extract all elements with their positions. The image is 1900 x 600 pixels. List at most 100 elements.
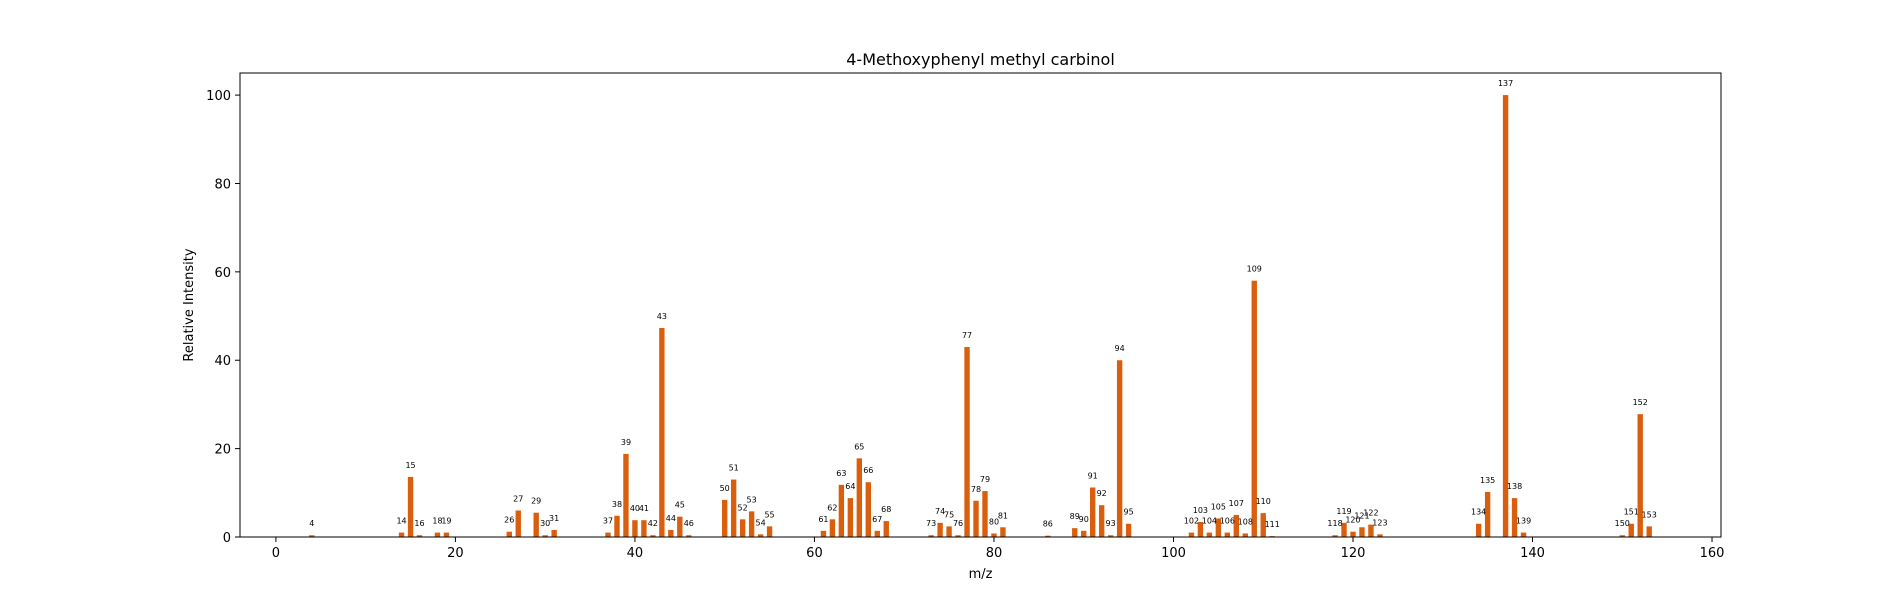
bar-mz-38 bbox=[614, 515, 620, 537]
bar-label-mz-54: 54 bbox=[756, 518, 766, 527]
bar-mz-135 bbox=[1484, 491, 1491, 537]
bar-label-mz-63: 63 bbox=[836, 469, 846, 478]
bar-label-mz-76: 76 bbox=[953, 519, 963, 528]
bar-mz-53 bbox=[748, 511, 755, 537]
bar-label-mz-134: 134 bbox=[1471, 508, 1486, 517]
bar-mz-46 bbox=[686, 535, 692, 537]
x-axis-label: m/z bbox=[969, 567, 993, 582]
bar-label-mz-108: 108 bbox=[1238, 517, 1253, 526]
bar-label-mz-64: 64 bbox=[845, 482, 855, 491]
bar-label-mz-135: 135 bbox=[1480, 476, 1495, 485]
bar-mz-134 bbox=[1475, 523, 1482, 537]
bar-label-mz-152: 152 bbox=[1633, 398, 1648, 407]
bar-label-mz-44: 44 bbox=[666, 514, 676, 523]
bar-label-mz-15: 15 bbox=[405, 461, 415, 470]
bar-mz-74 bbox=[937, 522, 943, 537]
bar-label-mz-139: 139 bbox=[1516, 517, 1531, 526]
bar-mz-73 bbox=[928, 535, 934, 537]
bar-label-mz-106: 106 bbox=[1220, 517, 1235, 526]
bar-mz-51 bbox=[730, 479, 737, 537]
bar-mz-106 bbox=[1224, 532, 1231, 537]
bar-mz-65 bbox=[856, 458, 863, 537]
bar-label-mz-65: 65 bbox=[854, 442, 864, 451]
x-tick-label: 160 bbox=[1700, 546, 1725, 561]
bar-label-mz-86: 86 bbox=[1043, 520, 1053, 529]
bar-label-mz-4: 4 bbox=[309, 519, 314, 528]
bar-label-mz-150: 150 bbox=[1615, 519, 1630, 528]
bar-label-mz-19: 19 bbox=[441, 517, 451, 526]
bar-label-mz-151: 151 bbox=[1624, 508, 1639, 517]
bar-label-mz-14: 14 bbox=[396, 517, 406, 526]
bar-label-mz-105: 105 bbox=[1211, 502, 1226, 511]
bar-label-mz-75: 75 bbox=[944, 510, 954, 519]
bar-mz-151 bbox=[1628, 523, 1634, 537]
bar-mz-86 bbox=[1045, 535, 1051, 537]
bar-label-mz-123: 123 bbox=[1372, 518, 1387, 527]
bar-mz-123 bbox=[1377, 534, 1383, 537]
x-tick-label: 140 bbox=[1520, 546, 1545, 561]
bar-mz-90 bbox=[1081, 530, 1087, 537]
bar-mz-52 bbox=[739, 519, 746, 537]
bar-mz-64 bbox=[847, 498, 854, 537]
bar-label-mz-78: 78 bbox=[971, 485, 981, 494]
bar-mz-138 bbox=[1511, 498, 1518, 537]
bar-label-mz-26: 26 bbox=[504, 516, 514, 525]
bar-mz-62 bbox=[829, 519, 836, 537]
bar-label-mz-77: 77 bbox=[962, 331, 972, 340]
bar-label-mz-107: 107 bbox=[1229, 499, 1244, 508]
bar-mz-109 bbox=[1251, 280, 1257, 537]
plot-frame bbox=[239, 72, 1722, 538]
bar-mz-44 bbox=[668, 529, 674, 537]
x-tick-label: 0 bbox=[272, 546, 280, 561]
bar-mz-37 bbox=[605, 532, 611, 537]
bar-label-mz-74: 74 bbox=[935, 507, 945, 516]
bar-mz-150 bbox=[1619, 535, 1625, 537]
bar-mz-139 bbox=[1520, 532, 1527, 537]
bar-label-mz-42: 42 bbox=[648, 519, 658, 528]
bar-mz-137 bbox=[1502, 95, 1509, 537]
bar-mz-110 bbox=[1260, 513, 1266, 537]
bar-label-mz-73: 73 bbox=[926, 519, 936, 528]
bar-label-mz-93: 93 bbox=[1106, 519, 1116, 528]
bar-mz-103 bbox=[1197, 521, 1204, 537]
bar-mz-91 bbox=[1090, 487, 1096, 537]
bar-mz-108 bbox=[1242, 533, 1248, 537]
y-tick-label: 80 bbox=[214, 177, 231, 192]
bar-mz-43 bbox=[659, 327, 665, 537]
bar-mz-54 bbox=[757, 534, 764, 537]
bar-label-mz-61: 61 bbox=[818, 515, 828, 524]
y-tick-label: 0 bbox=[223, 531, 231, 546]
bar-label-mz-31: 31 bbox=[549, 514, 559, 523]
bar-label-mz-138: 138 bbox=[1507, 482, 1522, 491]
bar-label-mz-121: 121 bbox=[1354, 511, 1369, 520]
x-tick-label: 120 bbox=[1341, 546, 1366, 561]
bar-label-mz-18: 18 bbox=[432, 517, 442, 526]
bar-label-mz-90: 90 bbox=[1079, 515, 1089, 524]
bar-label-mz-80: 80 bbox=[989, 517, 999, 526]
bar-label-mz-89: 89 bbox=[1070, 512, 1080, 521]
bar-mz-93 bbox=[1107, 535, 1114, 537]
bar-mz-120 bbox=[1350, 531, 1356, 537]
bar-label-mz-38: 38 bbox=[612, 500, 622, 509]
y-tick-label: 20 bbox=[214, 443, 231, 458]
bar-mz-89 bbox=[1072, 528, 1078, 537]
bar-mz-118 bbox=[1332, 535, 1338, 537]
bar-mz-45 bbox=[677, 516, 683, 537]
bar-label-mz-137: 137 bbox=[1498, 79, 1513, 88]
bar-label-mz-30: 30 bbox=[540, 519, 550, 528]
bar-label-mz-95: 95 bbox=[1124, 508, 1134, 517]
bar-label-mz-122: 122 bbox=[1363, 509, 1378, 518]
bar-mz-78 bbox=[973, 500, 979, 537]
bar-label-mz-103: 103 bbox=[1193, 506, 1208, 515]
bar-mz-153 bbox=[1646, 526, 1652, 537]
bars-group bbox=[309, 95, 1652, 537]
bar-label-mz-51: 51 bbox=[729, 464, 739, 473]
bar-label-mz-68: 68 bbox=[881, 505, 891, 514]
bar-mz-119 bbox=[1341, 522, 1347, 537]
bar-label-mz-52: 52 bbox=[738, 503, 748, 512]
bar-label-mz-111: 111 bbox=[1265, 520, 1280, 529]
y-tick-label: 60 bbox=[214, 266, 231, 281]
bar-mz-18 bbox=[434, 532, 441, 537]
